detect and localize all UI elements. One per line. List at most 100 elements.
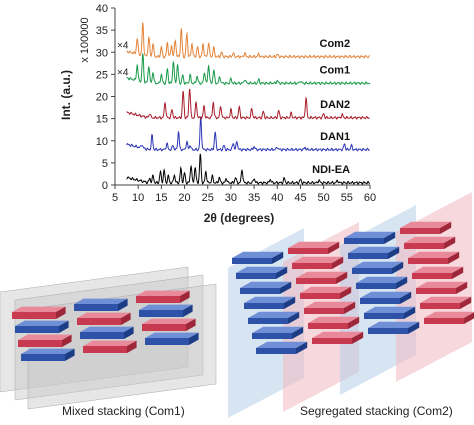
segregated-slab-side (272, 251, 284, 264)
mixed-slab-top (18, 334, 72, 340)
segregated-slab-front (404, 243, 444, 249)
x-tick-label: 35 (248, 192, 260, 204)
x-tick-label: 50 (318, 192, 330, 204)
segregated-slab-top (304, 301, 356, 308)
segregated-slab-side (288, 311, 300, 324)
segregated-slab-side (340, 286, 352, 299)
segregated-slab-top (408, 251, 460, 258)
segregated-slab-front (304, 308, 344, 314)
segregated-slab-front (364, 313, 404, 319)
segregated-slab-top (256, 341, 308, 348)
series-line-dan1 (126, 116, 370, 152)
series-label: Com2 (320, 38, 351, 50)
segregated-slab-top (360, 291, 412, 298)
mixed-slab-front (77, 318, 121, 325)
mixed-slab-front (18, 340, 62, 347)
x-axis-label: 2θ (degrees) (204, 211, 275, 225)
segregated-slab-side (344, 301, 356, 314)
segregated-slab-side (328, 241, 340, 254)
x-tick-label: 15 (155, 192, 167, 204)
segregated-slab-top (252, 326, 304, 333)
segregated-slab-top (288, 241, 340, 248)
segregated-slab-top (404, 236, 456, 243)
segregated-slab-side (280, 281, 292, 294)
segregated-slab-front (400, 228, 440, 234)
segregated-slab-side (384, 231, 396, 244)
segregated-slab-front (252, 333, 292, 339)
y-axis-label: Int. (a.u.) (59, 70, 73, 120)
segregated-slab-side (332, 256, 344, 269)
segregated-slab-top (412, 266, 464, 273)
segregated-slab-side (392, 261, 404, 274)
mixed-slab-front (80, 332, 124, 339)
mixed-slab-front (139, 310, 183, 317)
x-tick-label: 55 (341, 192, 353, 204)
series-layer (126, 22, 371, 185)
series-line-ndi-ea (126, 153, 370, 185)
y-tick-label: 35 (96, 25, 108, 37)
segregated-slab-side (456, 281, 468, 294)
segregated-slab-side (276, 266, 288, 279)
segregated-slab-side (460, 296, 472, 309)
mixed-slab-side (189, 332, 199, 345)
y-tick-label: 40 (96, 3, 108, 15)
mixed-slab-side (56, 306, 66, 319)
mixed-slab-front (15, 326, 59, 333)
mixed-stacking-caption: Mixed stacking (Com1) (62, 404, 185, 418)
mixed-slab-side (180, 290, 190, 303)
mixed-slab-top (80, 326, 134, 332)
segregated-slab-front (348, 253, 388, 259)
y-tick-label: 5 (102, 158, 108, 170)
segregated-slab-side (336, 271, 348, 284)
segregated-slab-top (420, 296, 472, 303)
x-tick-label: 45 (294, 192, 306, 204)
segregated-slab-top (348, 246, 400, 253)
series-line-com2 (126, 22, 370, 59)
x-tick-label: 30 (225, 192, 237, 204)
series-label: Com1 (320, 64, 351, 76)
segregated-slab-top (240, 281, 292, 288)
segregated-slab-front (344, 238, 384, 244)
segregated-slab-side (452, 266, 464, 279)
segregated-slab-top (356, 276, 408, 283)
segregated-slab-front (424, 318, 464, 324)
segregated-slab-side (396, 276, 408, 289)
mixed-slab-top (83, 340, 137, 346)
x-tick-label: 10 (132, 192, 144, 204)
segregated-slab-side (400, 291, 412, 304)
segregated-slab-front (356, 283, 396, 289)
segregated-slab-top (416, 281, 468, 288)
segregated-slab-top (236, 266, 288, 273)
mixed-slab-front (12, 312, 56, 319)
segregated-slab-top (244, 296, 296, 303)
mixed-slab-top (21, 348, 75, 354)
segregated-slab-front (288, 248, 328, 254)
mixed-slab-top (77, 312, 131, 318)
segregated-slab-top (400, 221, 452, 228)
segregated-slab-top (308, 316, 360, 323)
segregated-slab-side (408, 321, 420, 334)
segregated-slab-front (420, 303, 460, 309)
mixed-slab-side (124, 326, 134, 339)
mixed-slab-side (127, 340, 137, 353)
segregated-slab-top (368, 321, 420, 328)
segregated-slab-front (416, 288, 456, 294)
segregated-stacking-diagram (228, 192, 474, 418)
mixed-slab-side (65, 348, 75, 361)
y-tick-label: 30 (96, 47, 108, 59)
segregated-slab-top (312, 331, 364, 338)
y-tick-label: 10 (96, 136, 108, 148)
mixed-slab-top (139, 304, 193, 310)
mixed-slab-side (183, 304, 193, 317)
segregated-slab-side (284, 296, 296, 309)
segregated-slab-front (248, 318, 288, 324)
segregated-slab-front (408, 258, 448, 264)
mixed-slab-front (136, 296, 180, 303)
series-line-com1 (126, 52, 371, 86)
series-labels: NDI-EA DAN1 DAN2 Com1 Com2 ×4 ×4 (117, 38, 350, 176)
segregated-slab-top (232, 251, 284, 258)
segregated-slab-front (412, 273, 452, 279)
